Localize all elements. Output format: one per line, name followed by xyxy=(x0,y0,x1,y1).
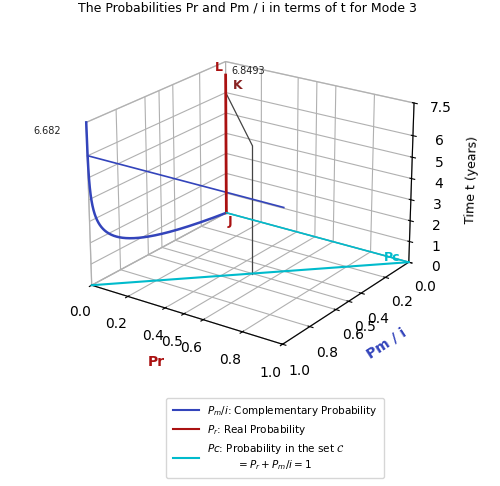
Title: The Probabilities Pr and Pm / i in terms of t for Mode 3: The Probabilities Pr and Pm / i in terms… xyxy=(78,1,417,14)
X-axis label: Pr: Pr xyxy=(148,355,165,369)
Legend: $P_m/i$: Complementary Probability, $P_r$: Real Probability, $Pc$: Probability i: $P_m/i$: Complementary Probability, $P_r… xyxy=(166,398,384,478)
Y-axis label: Pm / i: Pm / i xyxy=(364,326,409,361)
